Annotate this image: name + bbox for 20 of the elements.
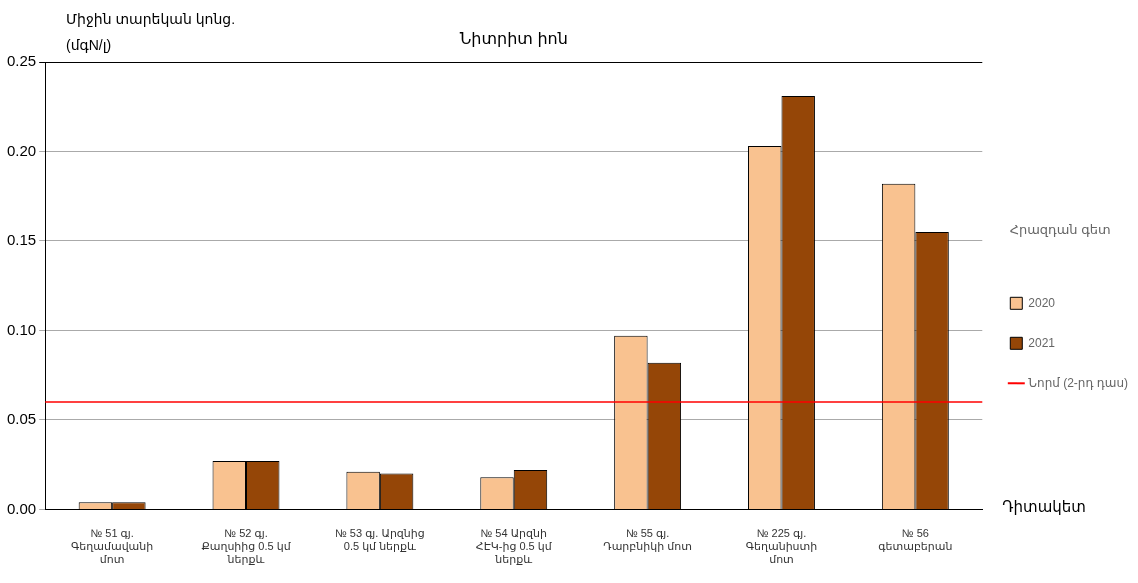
x-tick-label: № 54 Արզնի ՀԷԿ-ից 0.5 կմ ներքև (475, 527, 553, 566)
x-tick-label: № 52 գյ. Քաղսիից 0.5 կմ ներքև (201, 527, 292, 566)
x-tick-label: № 56 գետաբերան (878, 527, 953, 553)
x-tick-label: № 53 գյ. Արզնից 0.5 կմ ներքև (334, 527, 425, 553)
legend-label: 2020 (1028, 295, 1056, 310)
y-tick-label: 0.05 (6, 410, 37, 428)
y-tick-label: 0.15 (6, 231, 37, 249)
y-axis-title: Միջին տարեկան կոնց. (մգN/լ) (66, 10, 236, 53)
legend-label: 2021 (1028, 335, 1056, 350)
y-tick-label: 0.00 (6, 499, 37, 517)
x-axis-title: Դիտակետ (1002, 497, 1086, 515)
x-tick-label: № 55 գյ. Դարբնիկի մոտ (603, 527, 692, 553)
x-tick-label: № 225 գյ. Գեղանիստի մոտ (745, 527, 818, 566)
y-tick-label: 0.20 (6, 141, 37, 159)
chart-title: Նիտրիտ իոն (459, 30, 568, 48)
y-tick-label: 0.10 (6, 320, 37, 338)
legend-title: Հրազդան գետ (1009, 221, 1111, 237)
y-tick-label: 0.25 (6, 52, 37, 70)
legend-label: Նորմ (2-րդ դաս) (1028, 375, 1129, 390)
x-tick-label: № 51 գյ. Գեղամավանի մոտ (70, 527, 154, 566)
